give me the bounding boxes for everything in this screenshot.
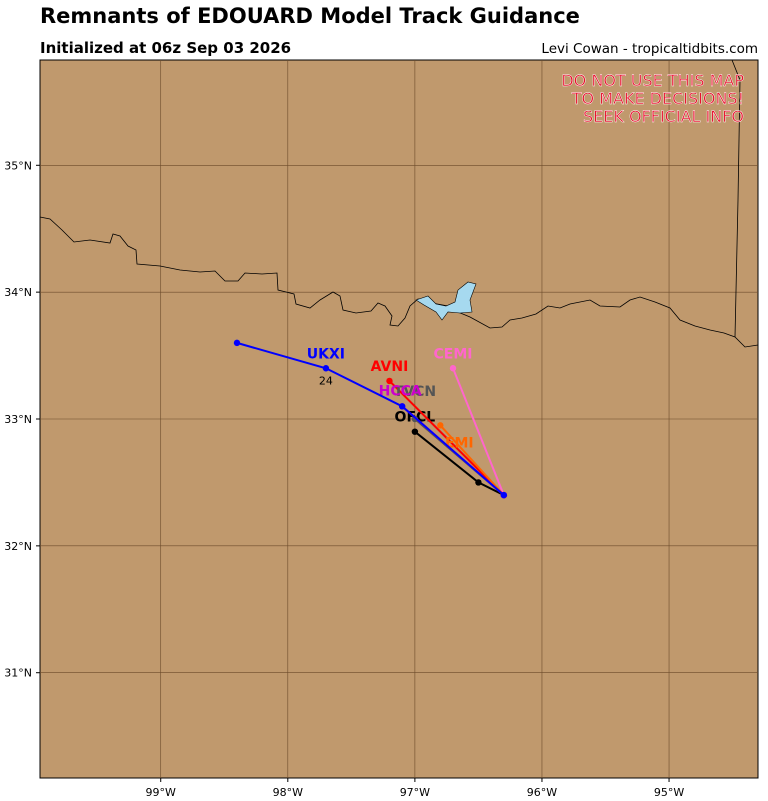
x-tick-label: 97°W bbox=[400, 786, 430, 799]
state-border bbox=[731, 59, 741, 338]
y-tick-label: 31°N bbox=[4, 667, 32, 680]
y-tick-label: 33°N bbox=[4, 413, 32, 426]
track-point bbox=[411, 415, 419, 423]
subtitle: Initialized at 06z Sep 03 2026 bbox=[40, 39, 291, 57]
credit: Levi Cowan - tropicaltidbits.com bbox=[541, 41, 758, 57]
track-line bbox=[388, 380, 505, 496]
y-tick-label: 34°N bbox=[4, 286, 32, 299]
track-point bbox=[411, 428, 419, 435]
track-point bbox=[437, 422, 444, 429]
track-label: HCCA bbox=[379, 383, 422, 399]
track-point bbox=[386, 377, 393, 385]
track-line bbox=[439, 424, 505, 496]
track-point bbox=[233, 339, 241, 347]
title: Remnants of EDOUARD Model Track Guidance bbox=[40, 4, 580, 28]
track-label: EMI bbox=[445, 435, 474, 451]
x-tick-label: 98°W bbox=[273, 786, 303, 799]
track-label: UKXI bbox=[307, 346, 345, 362]
track-label: TVCN bbox=[394, 384, 436, 400]
state-border bbox=[39, 216, 759, 348]
warning-text: DO NOT USE THIS MAP bbox=[561, 71, 744, 90]
y-tick-label: 35°N bbox=[4, 159, 32, 172]
track-point bbox=[475, 479, 482, 486]
track-point bbox=[449, 365, 457, 372]
warning-text: TO MAKE DECISIONS! bbox=[571, 89, 744, 108]
track-line bbox=[452, 367, 505, 496]
y-tick-label: 32°N bbox=[4, 540, 32, 553]
track-label: AVNI bbox=[371, 359, 409, 375]
x-tick-label: 99°W bbox=[146, 786, 176, 799]
warning-text: SEEK OFFICIAL INFO bbox=[583, 107, 744, 126]
track-point bbox=[398, 403, 406, 410]
track-line bbox=[236, 341, 505, 496]
hour-label: 24 bbox=[319, 374, 333, 387]
track-label: CEMI bbox=[434, 346, 473, 362]
x-tick-label: 95°W bbox=[654, 786, 684, 799]
track-point bbox=[322, 365, 330, 372]
lake bbox=[415, 281, 477, 321]
x-tick-label: 96°W bbox=[527, 786, 557, 799]
track-point bbox=[500, 491, 508, 499]
